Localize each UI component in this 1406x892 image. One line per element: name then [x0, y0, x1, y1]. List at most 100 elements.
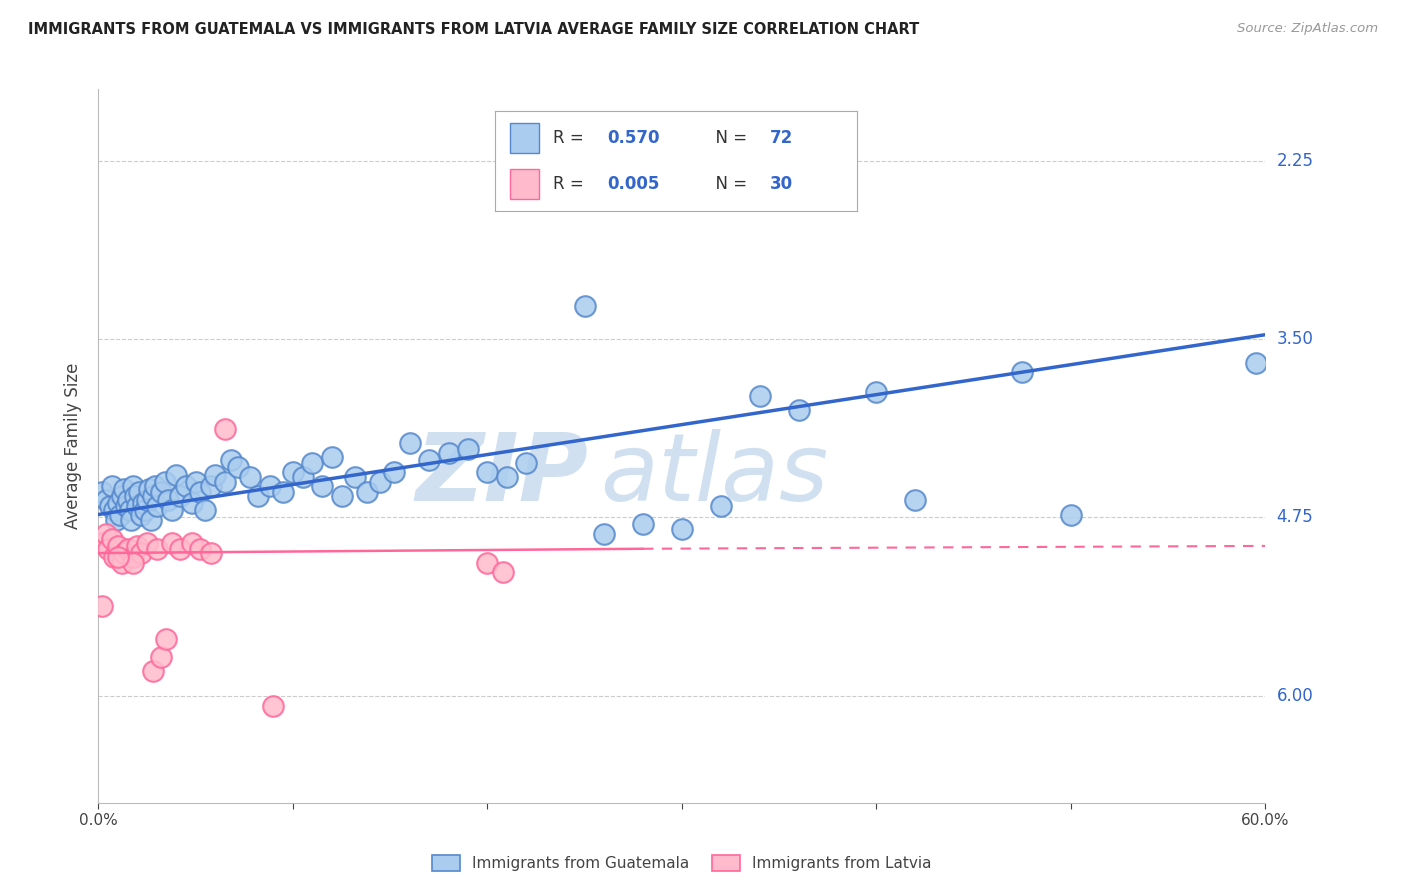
Point — [710, 499, 733, 513]
Point — [122, 479, 145, 493]
Point — [165, 467, 187, 482]
Text: 0.005: 0.005 — [607, 175, 659, 193]
Point — [129, 508, 152, 522]
Point — [149, 484, 172, 499]
Point — [128, 484, 150, 499]
Point — [1060, 508, 1083, 522]
Point — [139, 513, 162, 527]
Point — [146, 499, 169, 513]
Point — [457, 442, 479, 456]
Point — [134, 503, 156, 517]
Point — [112, 482, 135, 496]
Point — [281, 465, 304, 479]
Text: ZIP: ZIP — [416, 428, 589, 521]
Point — [477, 465, 499, 479]
Point — [91, 599, 114, 613]
Point — [180, 496, 202, 510]
Point — [118, 503, 141, 517]
Point — [97, 541, 120, 556]
Point — [574, 299, 596, 313]
Point — [117, 493, 139, 508]
Point — [143, 479, 166, 493]
Point — [200, 546, 222, 560]
Point — [162, 503, 184, 517]
Point — [103, 503, 125, 517]
Point — [214, 475, 236, 489]
Point — [321, 450, 343, 465]
Point — [301, 456, 323, 470]
Point — [146, 541, 169, 556]
Y-axis label: Average Family Size: Average Family Size — [65, 363, 83, 529]
Point — [142, 489, 165, 503]
Point — [239, 470, 262, 484]
Text: Source: ZipAtlas.com: Source: ZipAtlas.com — [1237, 22, 1378, 36]
Point — [162, 536, 184, 550]
Point — [169, 489, 191, 503]
Point — [124, 489, 146, 503]
Point — [184, 475, 207, 489]
Point — [188, 484, 211, 499]
Text: N =: N = — [704, 128, 752, 146]
Text: 30: 30 — [770, 175, 793, 193]
Point — [111, 489, 134, 503]
Point — [330, 489, 353, 503]
Point — [127, 499, 149, 513]
Point — [91, 484, 114, 499]
Point — [96, 527, 118, 541]
Point — [180, 536, 202, 550]
Point — [111, 556, 134, 570]
Text: IMMIGRANTS FROM GUATEMALA VS IMMIGRANTS FROM LATVIA AVERAGE FAMILY SIZE CORRELAT: IMMIGRANTS FROM GUATEMALA VS IMMIGRANTS … — [28, 22, 920, 37]
Point — [671, 522, 693, 536]
Point — [418, 453, 440, 467]
Point — [382, 465, 405, 479]
Point — [492, 565, 515, 579]
Point — [271, 484, 294, 499]
Point — [1011, 365, 1033, 379]
Point — [194, 503, 217, 517]
Point — [122, 556, 145, 570]
Point — [865, 384, 887, 399]
Point — [129, 546, 152, 560]
Point — [136, 536, 159, 550]
Point — [228, 460, 250, 475]
Point — [259, 479, 281, 493]
Point — [157, 493, 180, 508]
Point — [107, 539, 129, 553]
Point — [344, 470, 367, 484]
Point — [311, 479, 333, 493]
Point — [214, 422, 236, 436]
Point — [246, 489, 269, 503]
Point — [904, 493, 927, 508]
Point — [98, 499, 121, 513]
Point — [219, 453, 242, 467]
Text: 72: 72 — [770, 128, 793, 146]
Point — [437, 446, 460, 460]
Point — [398, 436, 420, 450]
Point — [200, 479, 222, 493]
Point — [91, 536, 114, 550]
Point — [631, 517, 654, 532]
Point — [149, 650, 172, 665]
Text: R =: R = — [553, 128, 589, 146]
Point — [262, 698, 284, 713]
Point — [96, 493, 118, 508]
Point — [142, 665, 165, 679]
FancyBboxPatch shape — [509, 122, 538, 153]
Point — [356, 484, 378, 499]
Point — [495, 470, 517, 484]
Legend: Immigrants from Guatemala, Immigrants from Latvia: Immigrants from Guatemala, Immigrants fr… — [426, 849, 938, 877]
Point — [136, 493, 159, 508]
Point — [117, 541, 139, 556]
Point — [138, 482, 160, 496]
Text: 0.570: 0.570 — [607, 128, 659, 146]
Point — [174, 479, 197, 493]
Point — [1244, 356, 1267, 370]
Point — [101, 479, 124, 493]
Point — [787, 403, 810, 417]
Text: N =: N = — [704, 175, 752, 193]
Point — [155, 632, 177, 646]
Point — [108, 508, 131, 522]
Point — [748, 389, 770, 403]
Point — [169, 541, 191, 556]
Point — [291, 470, 314, 484]
